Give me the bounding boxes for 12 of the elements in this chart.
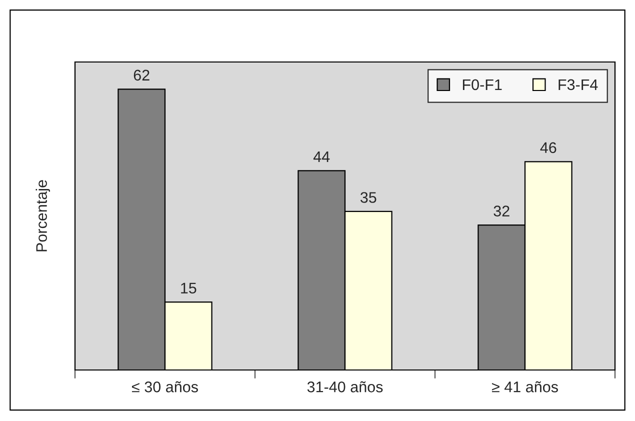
data-label: 46 xyxy=(540,142,556,154)
data-label: 44 xyxy=(313,151,330,162)
legend-label: F0-F1 xyxy=(462,79,502,90)
x-tick-label: ≥ 41 años xyxy=(492,381,558,392)
y-axis-title: Porcentaje xyxy=(36,180,50,252)
data-label: 62 xyxy=(134,70,150,81)
data-label: 35 xyxy=(360,192,376,203)
legend-label: F3-F4 xyxy=(558,79,598,90)
data-label: 32 xyxy=(494,206,510,216)
x-tick-label: ≤ 30 años xyxy=(132,381,198,392)
x-tick-label: 31-40 años xyxy=(307,381,383,392)
data-label: 15 xyxy=(181,282,196,294)
